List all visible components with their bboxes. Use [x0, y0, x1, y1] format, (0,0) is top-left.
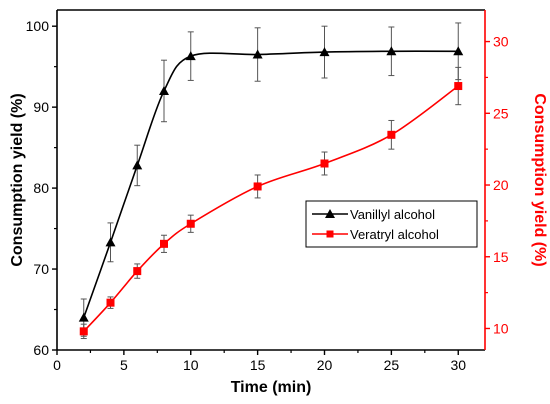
right-y-axis-title: Consumption yield (%): [531, 93, 548, 266]
series-line-vanillyl: [82, 50, 459, 318]
data-point-vanillyl: [78, 312, 89, 322]
x-tick-label: 5: [120, 357, 128, 373]
data-point-veratryl: [186, 219, 195, 228]
right-y-tick-label: 10: [493, 320, 509, 336]
legend-marker-vanillyl: [325, 209, 335, 218]
legend-label-veratryl: Veratryl alcohol: [350, 227, 439, 242]
series-line-veratryl: [83, 85, 459, 332]
x-tick-label: 15: [250, 357, 266, 373]
data-point-vanillyl: [453, 46, 464, 56]
data-point-veratryl: [320, 159, 329, 168]
data-point-veratryl: [106, 298, 115, 307]
data-point-vanillyl: [319, 47, 330, 57]
right-y-tick-label: 25: [493, 105, 509, 121]
legend-box: [305, 200, 478, 248]
right-y-tick-label: 15: [493, 249, 509, 265]
x-tick-label: 30: [450, 357, 466, 373]
data-point-vanillyl: [105, 237, 116, 247]
data-point-veratryl: [160, 239, 168, 248]
right-y-tick-label: 30: [493, 34, 509, 50]
data-point-veratryl: [454, 82, 463, 91]
data-point-vanillyl: [386, 46, 397, 56]
data-point-vanillyl: [252, 49, 263, 59]
data-point-veratryl: [253, 182, 262, 191]
data-point-vanillyl: [185, 51, 196, 61]
data-point-vanillyl: [132, 160, 143, 170]
legend: Vanillyl alcohol Veratryl alcohol: [305, 200, 478, 248]
x-axis-title: Time (min): [231, 379, 312, 396]
left-y-tick-label: 60: [33, 342, 49, 358]
x-tick-label: 10: [183, 357, 199, 373]
left-y-tick-label: 90: [33, 99, 49, 115]
x-tick-label: 25: [384, 357, 400, 373]
data-point-veratryl: [133, 267, 142, 276]
legend-marker-veratryl: [326, 230, 334, 238]
x-tick-label: 20: [317, 357, 333, 373]
legend-label-vanillyl: Vanillyl alcohol: [350, 207, 435, 222]
left-y-tick-label: 100: [26, 18, 50, 34]
x-tick-label: 0: [53, 357, 61, 373]
data-point-veratryl: [387, 130, 396, 139]
left-y-tick-label: 80: [33, 180, 49, 196]
data-point-veratryl: [79, 327, 88, 336]
right-y-tick-label: 20: [493, 177, 509, 193]
data-point-vanillyl: [159, 85, 169, 95]
left-y-tick-label: 70: [33, 261, 49, 277]
left-y-axis-title: Consumption yield (%): [9, 93, 26, 266]
